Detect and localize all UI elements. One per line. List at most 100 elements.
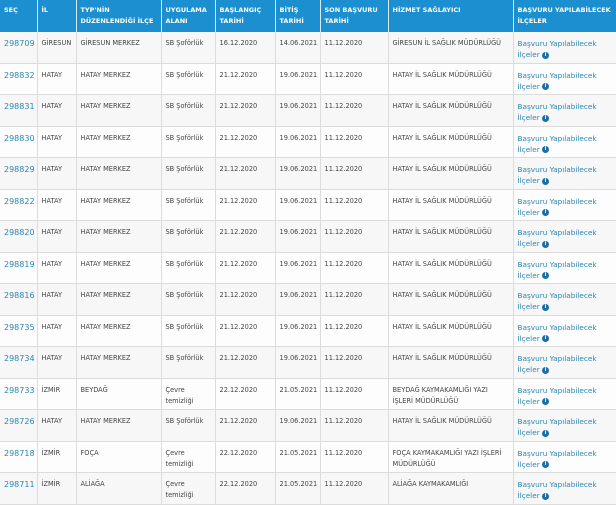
select-id-link[interactable]: 298816 bbox=[0, 283, 38, 316]
table-row: 298830 HATAY HATAY MERKEZ SB Şoförlük 21.12.… bbox=[0, 126, 616, 158]
select-id-link[interactable]: 298735 bbox=[0, 315, 38, 347]
col-ilce-cell: HATAY MERKEZ bbox=[76, 189, 162, 221]
col-il-cell: HATAY bbox=[37, 94, 77, 127]
info-icon[interactable]: i bbox=[542, 209, 550, 216]
col-baslangic-cell: 21.12.2020 bbox=[215, 189, 276, 221]
info-icon[interactable]: i bbox=[542, 461, 550, 468]
col-son-basvuru-cell: 11.12.2020 bbox=[320, 220, 389, 253]
col-ilce-cell: HATAY MERKEZ bbox=[76, 63, 162, 95]
select-id-link[interactable]: 298820 bbox=[0, 220, 38, 253]
table-row: 298822 HATAY HATAY MERKEZ SB Şoförlük 21.12.… bbox=[0, 189, 616, 221]
col-ilce-cell: HATAY MERKEZ bbox=[76, 315, 162, 347]
info-icon[interactable]: i bbox=[542, 303, 550, 311]
info-icon[interactable]: i bbox=[542, 272, 550, 279]
col-il-cell: İZMİR bbox=[37, 472, 77, 505]
info-icon[interactable]: i bbox=[542, 146, 550, 153]
select-id-link[interactable]: 298718 bbox=[0, 441, 38, 473]
col-hizmet-saglayici-cell: HATAY İL SAĞLIK MÜDÜRLÜĞÜ bbox=[388, 157, 514, 190]
districts-link[interactable]: Başvuru Yapılabilecek İlçeler i bbox=[513, 189, 616, 221]
col-son-basvuru-cell: 11.12.2020 bbox=[320, 157, 389, 190]
districts-link-label[interactable]: Başvuru Yapılabilecek İlçeler bbox=[517, 228, 597, 248]
info-icon[interactable]: i bbox=[542, 240, 550, 248]
col-uygulama-alani-cell: SB Şoförlük bbox=[161, 126, 216, 158]
col-baslangic-cell: 21.12.2020 bbox=[215, 126, 276, 158]
select-id-link[interactable]: 298832 bbox=[0, 63, 38, 95]
col-son-basvuru-cell: 11.12.2020 bbox=[320, 189, 389, 221]
districts-link[interactable]: Başvuru Yapılabilecek İlçeler i bbox=[513, 441, 616, 473]
info-icon[interactable]: i bbox=[542, 177, 550, 185]
col-hizmet-saglayici-cell: BEYDAĞ KAYMAKAMLIĞI YAZI İŞLERİ MÜDÜRLÜĞ… bbox=[388, 378, 514, 410]
districts-link[interactable]: Başvuru Yapılabilecek İlçeler i bbox=[513, 315, 616, 347]
table-row: 298735 HATAY HATAY MERKEZ SB Şoförlük 21.12.… bbox=[0, 315, 616, 347]
col-uygulama-alani-cell: SB Şoförlük bbox=[161, 315, 216, 347]
districts-link-label[interactable]: Başvuru Yapılabilecek İlçeler bbox=[517, 322, 597, 343]
col-uygulama-alani-cell: SB Şoförlük bbox=[161, 94, 216, 127]
districts-link-label[interactable]: Başvuru Yapılabilecek İlçeler bbox=[517, 39, 597, 59]
col-hizmet-saglayici-cell: HATAY İL SAĞLIK MÜDÜRLÜĞÜ bbox=[388, 126, 514, 158]
districts-link-label[interactable]: Başvuru Yapılabilecek İlçeler bbox=[517, 417, 597, 437]
col-hizmet-saglayici-cell: GİRESUN İL SAĞLIK MÜDÜRLÜĞÜ bbox=[388, 32, 514, 64]
districts-link[interactable]: Başvuru Yapılabilecek İlçeler i bbox=[513, 32, 616, 64]
select-id-link[interactable]: 298726 bbox=[0, 409, 38, 442]
select-id-link[interactable]: 298819 bbox=[0, 252, 38, 284]
select-id-link[interactable]: 298822 bbox=[0, 189, 38, 221]
col-baslangic-cell: 22.12.2020 bbox=[215, 378, 276, 410]
districts-link[interactable]: Başvuru Yapılabilecek İlçeler i bbox=[513, 94, 616, 127]
districts-link[interactable]: Başvuru Yapılabilecek İlçeler i bbox=[513, 252, 616, 284]
col-son-basvuru-cell: 11.12.2020 bbox=[320, 315, 389, 347]
districts-link-label[interactable]: Başvuru Yapılabilecek İlçeler bbox=[517, 354, 597, 374]
select-id-link[interactable]: 298829 bbox=[0, 157, 38, 190]
districts-link[interactable]: Başvuru Yapılabilecek İlçeler i bbox=[513, 472, 616, 505]
districts-link-label[interactable]: Başvuru Yapılabilecek İlçeler bbox=[517, 102, 597, 122]
districts-link-label[interactable]: Başvuru Yapılabilecek İlçeler bbox=[517, 259, 597, 280]
info-icon[interactable]: i bbox=[542, 366, 550, 374]
col-son-basvuru-cell: 11.12.2020 bbox=[320, 378, 389, 410]
col-uygulama-alani-cell: SB Şoförlük bbox=[161, 63, 216, 95]
col-ilce-cell: GİRESUN MERKEZ bbox=[76, 32, 162, 64]
col-bitis-cell: 14.06.2021 bbox=[275, 32, 321, 64]
col-uygulama-alani-cell: SB Şoförlük bbox=[161, 409, 216, 442]
select-id-link[interactable]: 298711 bbox=[0, 472, 38, 505]
districts-link[interactable]: Başvuru Yapılabilecek İlçeler i bbox=[513, 63, 616, 95]
districts-link-label[interactable]: Başvuru Yapılabilecek İlçeler bbox=[517, 448, 597, 469]
districts-link[interactable]: Başvuru Yapılabilecek İlçeler i bbox=[513, 409, 616, 442]
districts-link-label[interactable]: Başvuru Yapılabilecek İlçeler bbox=[517, 291, 597, 311]
col-hizmet-saglayici-cell: HATAY İL SAĞLIK MÜDÜRLÜĞÜ bbox=[388, 315, 514, 347]
districts-link[interactable]: Başvuru Yapılabilecek İlçeler i bbox=[513, 378, 616, 410]
districts-link[interactable]: Başvuru Yapılabilecek İlçeler i bbox=[513, 157, 616, 190]
select-id-link[interactable]: 298733 bbox=[0, 378, 38, 410]
districts-link[interactable]: Başvuru Yapılabilecek İlçeler i bbox=[513, 220, 616, 253]
info-icon[interactable]: i bbox=[542, 335, 550, 342]
info-icon[interactable]: i bbox=[542, 114, 550, 122]
info-icon[interactable]: i bbox=[542, 398, 550, 405]
districts-link[interactable]: Başvuru Yapılabilecek İlçeler i bbox=[513, 346, 616, 379]
select-id-link[interactable]: 298831 bbox=[0, 94, 38, 127]
table-row: 298816 HATAY HATAY MERKEZ SB Şoförlük 21.12.… bbox=[0, 283, 616, 316]
col-baslangic-cell: 21.12.2020 bbox=[215, 283, 276, 316]
select-id-link[interactable]: 298830 bbox=[0, 126, 38, 158]
info-icon[interactable]: i bbox=[542, 429, 550, 437]
districts-link-label[interactable]: Başvuru Yapılabilecek İlçeler bbox=[517, 133, 597, 154]
districts-link[interactable]: Başvuru Yapılabilecek İlçeler i bbox=[513, 283, 616, 316]
col-bitis-cell: 21.05.2021 bbox=[275, 441, 321, 473]
col-son-basvuru-cell: 11.12.2020 bbox=[320, 94, 389, 127]
col-baslangic-cell: 21.12.2020 bbox=[215, 220, 276, 253]
col-bitis-cell: 19.06.2021 bbox=[275, 409, 321, 442]
districts-link-label[interactable]: Başvuru Yapılabilecek İlçeler bbox=[517, 70, 597, 91]
table-row: 298711 İZMİR ALİAĞA Çevre temizliği 22.12.20… bbox=[0, 472, 616, 505]
districts-link-label[interactable]: Başvuru Yapılabilecek İlçeler bbox=[517, 385, 597, 406]
col-son-basvuru-cell: 11.12.2020 bbox=[320, 346, 389, 379]
col-son-basvuru-cell: 11.12.2020 bbox=[320, 441, 389, 473]
col-bitis-cell: 19.06.2021 bbox=[275, 94, 321, 127]
districts-link-label[interactable]: Başvuru Yapılabilecek İlçeler bbox=[517, 196, 597, 217]
col-uygulama-alani-cell: Çevre temizliği bbox=[161, 472, 216, 505]
districts-link-label[interactable]: Başvuru Yapılabilecek İlçeler bbox=[517, 480, 597, 500]
select-id-link[interactable]: 298734 bbox=[0, 346, 38, 379]
info-icon[interactable]: i bbox=[542, 51, 550, 59]
districts-link-label[interactable]: Başvuru Yapılabilecek İlçeler bbox=[517, 165, 597, 185]
districts-link[interactable]: Başvuru Yapılabilecek İlçeler i bbox=[513, 126, 616, 158]
info-icon[interactable]: i bbox=[542, 492, 550, 500]
select-id-link[interactable]: 298709 bbox=[0, 32, 38, 64]
info-icon[interactable]: i bbox=[542, 83, 550, 90]
